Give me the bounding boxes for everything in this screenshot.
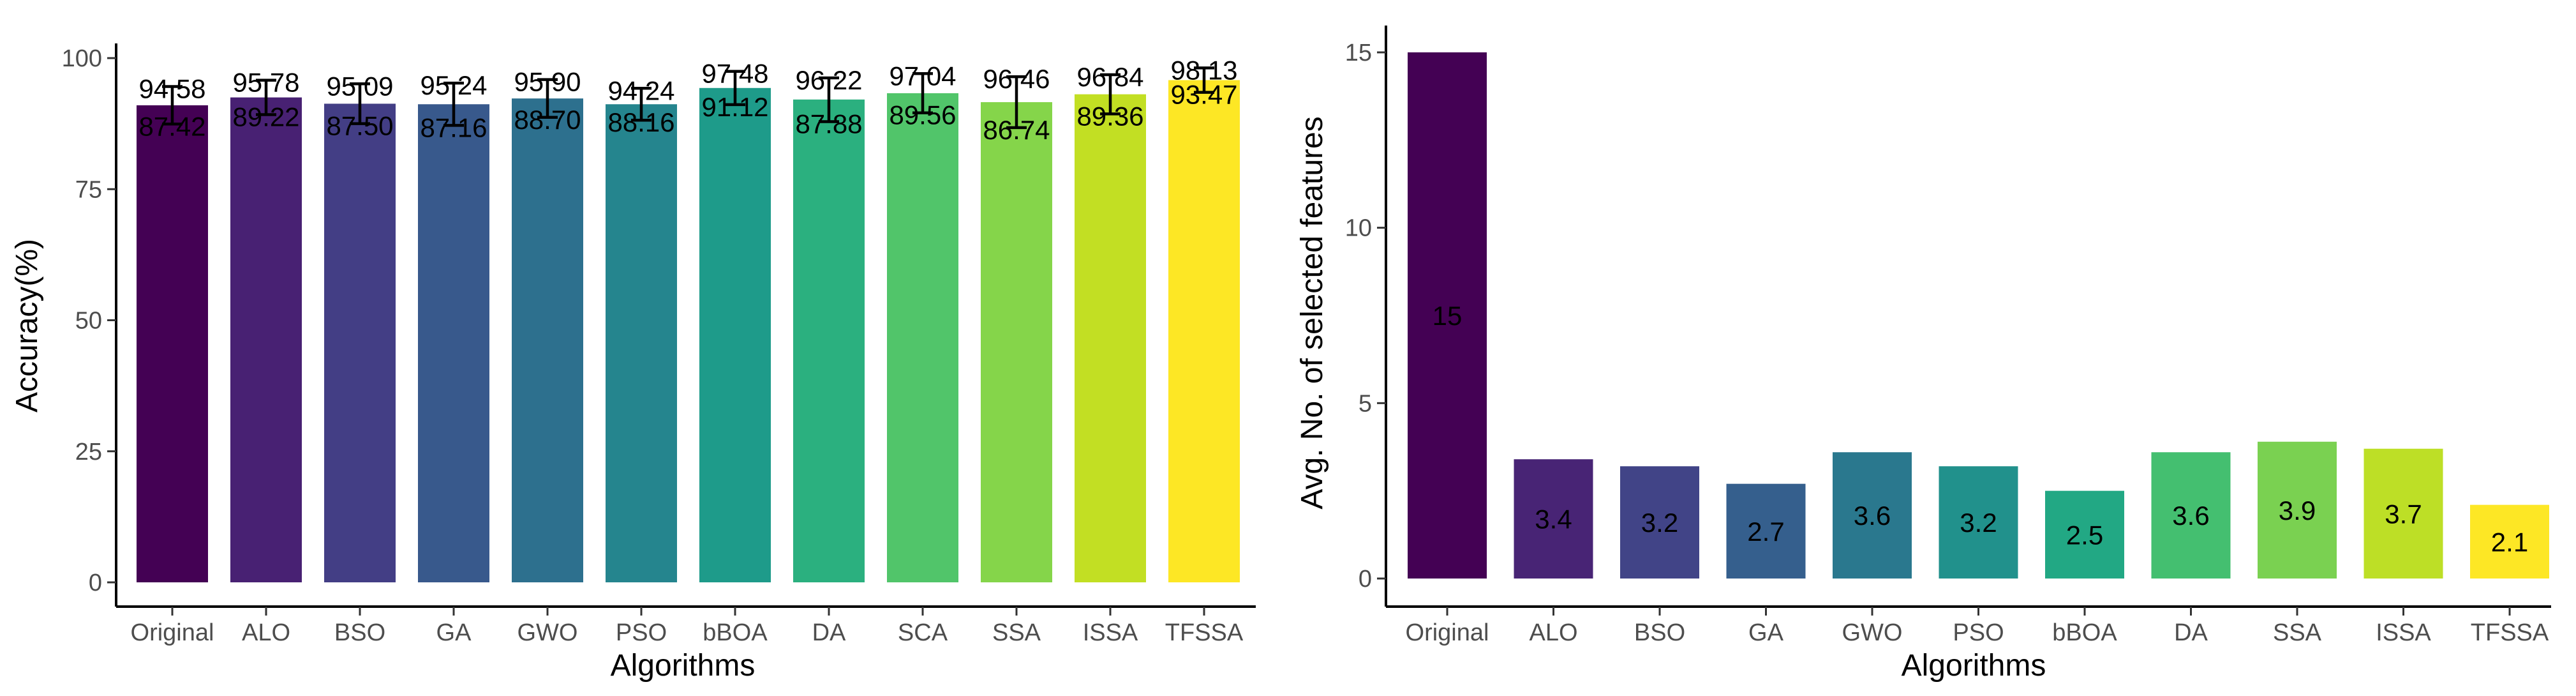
features-y-tick-label: 0 — [1359, 566, 1372, 593]
features-value-label: 3.2 — [1960, 508, 1997, 538]
features-bar — [1833, 452, 1912, 579]
features-value-label: 2.1 — [2491, 527, 2528, 557]
features-value-label: 15 — [1433, 301, 1463, 331]
features-y-axis-title: Avg. No. of selected features — [1295, 116, 1329, 509]
features-x-tick-label: ISSA — [2376, 619, 2431, 646]
features-value-label: 3.9 — [2279, 496, 2316, 526]
features-x-tick-label: GA — [1748, 619, 1784, 646]
features-value-label: 3.7 — [2385, 499, 2422, 529]
features-x-tick-label: PSO — [1953, 619, 2004, 646]
accuracy-y-tick-label: 75 — [75, 176, 102, 203]
accuracy-x-tick-label: PSO — [616, 619, 667, 646]
accuracy-x-tick-label: bBOA — [703, 619, 768, 646]
accuracy-lower-label: 88.16 — [607, 107, 674, 137]
accuracy-y-axis-title: Accuracy(%) — [10, 239, 44, 412]
features-value-label: 3.4 — [1535, 504, 1572, 534]
accuracy-x-tick-label: SCA — [898, 619, 948, 646]
accuracy-lower-label: 86.74 — [983, 115, 1050, 145]
features-x-tick-label: DA — [2174, 619, 2208, 646]
features-y-tick-label: 15 — [1345, 40, 1372, 66]
features-bar — [1408, 52, 1487, 579]
accuracy-lower-label: 89.22 — [232, 102, 299, 132]
accuracy-upper-label: 96.22 — [795, 65, 862, 95]
accuracy-bar — [230, 97, 302, 582]
accuracy-bar — [512, 98, 583, 583]
accuracy-x-tick-label: ISSA — [1083, 619, 1138, 646]
accuracy-lower-label: 93.47 — [1170, 80, 1237, 110]
accuracy-upper-label: 95.24 — [420, 70, 487, 100]
accuracy-lower-label: 87.50 — [326, 111, 393, 141]
features-bar — [1620, 466, 1699, 579]
accuracy-upper-label: 96.84 — [1076, 62, 1143, 92]
accuracy-lower-label: 89.36 — [1076, 101, 1143, 131]
features-value-label: 2.7 — [1747, 517, 1784, 547]
accuracy-bar — [793, 99, 865, 582]
features-x-axis-title: Algorithms — [1902, 649, 2046, 683]
features-bar — [2364, 448, 2443, 579]
accuracy-bar — [887, 93, 958, 582]
features-x-tick-label: GWO — [1842, 619, 1903, 646]
features-x-tick-label: SSA — [2273, 619, 2322, 646]
features-bar — [2258, 441, 2337, 579]
accuracy-upper-label: 95.90 — [514, 67, 581, 97]
features-bar — [2470, 504, 2549, 579]
features-bar — [1939, 466, 2018, 579]
accuracy-bar — [606, 104, 677, 583]
features-bar — [2151, 452, 2231, 579]
accuracy-x-tick-label: DA — [812, 619, 846, 646]
accuracy-lower-label: 91.12 — [701, 92, 768, 122]
accuracy-upper-label: 94.58 — [138, 73, 205, 103]
accuracy-y-tick-label: 100 — [62, 45, 102, 72]
accuracy-x-tick-label: BSO — [334, 619, 385, 646]
accuracy-bar — [418, 104, 489, 583]
features-x-tick-label: Original — [1406, 619, 1489, 646]
accuracy-lower-label: 87.16 — [420, 112, 487, 142]
accuracy-lower-label: 88.70 — [514, 105, 581, 135]
accuracy-x-tick-label: GA — [436, 619, 472, 646]
features-x-tick-label: TFSSA — [2471, 619, 2549, 646]
features-value-label: 3.6 — [1854, 501, 1891, 531]
accuracy-chart: Accuracy(%) Algorithms 0 25 50 75 100 94.58 87… — [10, 43, 1256, 683]
features-x-tick-label: bBOA — [2052, 619, 2117, 646]
accuracy-upper-label: 95.09 — [326, 71, 393, 101]
features-value-label: 3.6 — [2172, 501, 2209, 531]
accuracy-x-tick-label: SSA — [992, 619, 1041, 646]
features-value-label: 3.2 — [1641, 508, 1678, 538]
features-bar — [1514, 459, 1593, 579]
features-y-tick-label: 5 — [1359, 390, 1372, 417]
accuracy-upper-label: 98.13 — [1170, 55, 1237, 85]
accuracy-bar — [1075, 94, 1146, 583]
accuracy-x-tick-label: GWO — [517, 619, 578, 646]
accuracy-x-tick-label: Original — [131, 619, 214, 646]
accuracy-bar — [137, 105, 208, 582]
accuracy-bar — [981, 102, 1052, 583]
accuracy-upper-label: 96.46 — [983, 64, 1050, 94]
features-x-tick-label: ALO — [1529, 619, 1577, 646]
accuracy-bar — [324, 103, 396, 582]
accuracy-lower-label: 87.88 — [795, 109, 862, 139]
accuracy-x-axis-title: Algorithms — [611, 649, 756, 683]
accuracy-y-tick-label: 25 — [75, 439, 102, 465]
accuracy-x-tick-label: TFSSA — [1165, 619, 1244, 646]
features-x-tick-label: BSO — [1634, 619, 1685, 646]
accuracy-x-tick-label: ALO — [242, 619, 290, 646]
accuracy-y-tick-label: 0 — [89, 570, 102, 596]
accuracy-lower-label: 89.56 — [889, 100, 956, 130]
features-bar — [2045, 490, 2124, 579]
features-y-tick-label: 10 — [1345, 215, 1372, 242]
features-bar — [1726, 483, 1806, 579]
accuracy-upper-label: 94.24 — [607, 75, 674, 105]
accuracy-y-tick-label: 50 — [75, 308, 102, 335]
accuracy-bar — [699, 87, 771, 582]
accuracy-upper-label: 97.04 — [889, 61, 956, 91]
accuracy-upper-label: 97.48 — [701, 59, 768, 89]
accuracy-upper-label: 95.78 — [232, 68, 299, 98]
features-chart: Avg. No. of selected features Algorithms… — [1295, 26, 2551, 683]
features-value-label: 2.5 — [2066, 520, 2103, 550]
accuracy-lower-label: 87.42 — [138, 111, 205, 141]
accuracy-bar — [1168, 80, 1240, 583]
